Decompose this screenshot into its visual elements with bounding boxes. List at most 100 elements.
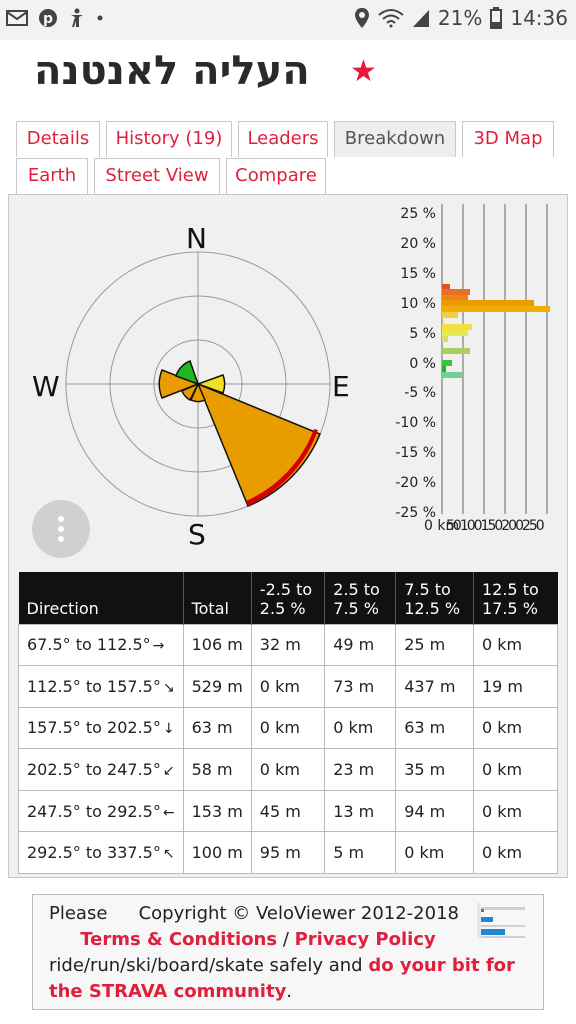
hist-bar (442, 372, 462, 378)
location-icon (354, 7, 370, 29)
table-row: 202.5° to 247.5° ↙ 58 m 0 km 23 m 35 m 0 … (18, 748, 559, 791)
hist-y-tick: 15 % (400, 266, 436, 282)
value-cell: 0 km (472, 748, 559, 791)
rose-wedge-sw (181, 382, 200, 402)
value-cell: 0 km (472, 706, 559, 750)
star-icon[interactable]: ★ (350, 54, 377, 89)
footer-period: . (286, 981, 293, 1002)
hist-bar (442, 360, 452, 366)
tab-street-view[interactable]: Street View (94, 158, 220, 194)
total-cell: 58 m (182, 748, 252, 791)
value-cell: 25 m (395, 623, 474, 667)
hist-bar (442, 312, 458, 318)
value-cell: 0 km (472, 831, 559, 875)
table-row: 112.5° to 157.5° ↘ 529 m 0 km 73 m 437 m … (18, 665, 559, 708)
svg-text:p: p (43, 11, 53, 27)
hist-bar (442, 306, 550, 312)
value-cell: 35 m (395, 748, 474, 791)
gradient-histogram-chart (441, 204, 550, 514)
table-row: 292.5° to 337.5° ↖ 100 m 95 m 5 m 0 km 0 … (18, 831, 559, 875)
hist-y-tick: -15 % (395, 445, 436, 461)
col-header-flat: -2.5 to 2.5 % (251, 572, 326, 624)
hist-y-tick: 20 % (400, 236, 436, 252)
footer-please: Please (49, 903, 108, 924)
tab-details[interactable]: Details (16, 121, 100, 157)
hist-bar (442, 300, 534, 306)
hist-bar (442, 295, 468, 300)
hist-x-label-zero: 0 km (424, 518, 460, 534)
arrow-down-left-icon: ↙ (162, 763, 175, 780)
value-cell: 45 m (250, 789, 326, 833)
footer-separator: / (277, 929, 295, 950)
hist-bar (442, 330, 468, 336)
footer: Please Copyright © VeloViewer 2012-2018 … (32, 894, 544, 1010)
tab-3d-map[interactable]: 3D Map (462, 121, 554, 157)
value-cell: 0 km (472, 623, 559, 667)
direction-cell: 247.5° to 292.5° ← (18, 789, 184, 833)
hist-bar (442, 289, 470, 295)
direction-cell: 157.5° to 202.5° ↓ (18, 706, 184, 750)
status-bar: p 21% 14:36 (0, 0, 576, 40)
value-cell: 0 km (250, 748, 326, 791)
value-cell: 94 m (395, 789, 474, 833)
value-cell: 0 km (395, 831, 474, 875)
tab-leaders[interactable]: Leaders (238, 121, 328, 157)
total-cell: 529 m (182, 665, 252, 708)
direction-cell: 112.5° to 157.5° ↘ (18, 665, 184, 708)
col-header-steep: 7.5 to 12.5 % (395, 572, 474, 624)
value-cell: 0 km (250, 665, 326, 708)
breakdown-table: Direction Total -2.5 to 2.5 % 2.5 to 7.5… (18, 572, 559, 875)
table-row: 247.5° to 292.5° ← 153 m 45 m 13 m 94 m 0… (18, 789, 559, 833)
rose-wedge-nw (175, 360, 200, 386)
arrow-right-icon: → (152, 638, 165, 655)
value-cell: 0 km (472, 789, 559, 833)
hist-y-tick: 5 % (409, 326, 436, 342)
footer-copyright: Copyright © VeloViewer 2012-2018 (138, 903, 459, 924)
rose-wedge-se-red (246, 429, 318, 506)
compass-west-label: W (32, 370, 60, 403)
clock-time: 14:36 (510, 6, 568, 30)
compass-south-label: S (188, 518, 206, 551)
tab-compare[interactable]: Compare (226, 158, 326, 194)
value-cell: 19 m (472, 665, 559, 708)
accessibility-icon (68, 8, 86, 28)
table-row: 157.5° to 202.5° ↓ 63 m 0 km 0 km 63 m 0 … (18, 706, 559, 750)
compass-north-label: N (186, 222, 207, 255)
battery-icon (490, 7, 503, 29)
table-row: 67.5° to 112.5° → 106 m 32 m 49 m 25 m 0 … (18, 623, 559, 667)
compass-east-label: E (332, 370, 350, 403)
direction-cell: 202.5° to 247.5° ↙ (18, 748, 184, 791)
arrow-up-left-icon: ↖ (162, 846, 175, 863)
value-cell: 13 m (324, 789, 397, 833)
more-vertical-icon[interactable] (32, 500, 90, 558)
hist-x-ticks: 50100150200250 (446, 518, 545, 534)
privacy-link[interactable]: Privacy Policy (294, 929, 436, 950)
col-header-moderate: 2.5 to 7.5 % (324, 572, 397, 624)
value-cell: 5 m (324, 831, 397, 875)
segment-header: העליה לאנטנה ★ (0, 44, 576, 110)
value-cell: 95 m (250, 831, 326, 875)
arrow-down-icon: ↓ (162, 721, 175, 738)
col-header-direction: Direction (18, 572, 184, 624)
value-cell: 49 m (324, 623, 397, 667)
direction-cell: 67.5° to 112.5° → (18, 623, 184, 667)
value-cell: 23 m (324, 748, 397, 791)
hist-y-tick: -10 % (395, 415, 436, 431)
value-cell: 0 km (324, 706, 397, 750)
tab-history[interactable]: History (19) (106, 121, 232, 157)
value-cell: 73 m (324, 665, 397, 708)
rose-wedge-s (190, 382, 206, 403)
do-your-bit-link[interactable]: do your bit for the STRAVA community (49, 955, 515, 1002)
pinterest-icon: p (38, 8, 58, 28)
hist-y-tick: -5 % (404, 385, 436, 401)
total-cell: 153 m (182, 789, 252, 833)
tab-earth[interactable]: Earth (16, 158, 88, 194)
value-cell: 32 m (250, 623, 326, 667)
signal-icon (412, 8, 430, 28)
battery-percent: 21% (437, 6, 483, 30)
mail-icon (6, 9, 28, 27)
total-cell: 100 m (182, 831, 252, 875)
tab-breakdown[interactable]: Breakdown (334, 121, 456, 157)
terms-link[interactable]: Terms & Conditions (80, 929, 278, 950)
total-cell: 63 m (182, 706, 252, 750)
